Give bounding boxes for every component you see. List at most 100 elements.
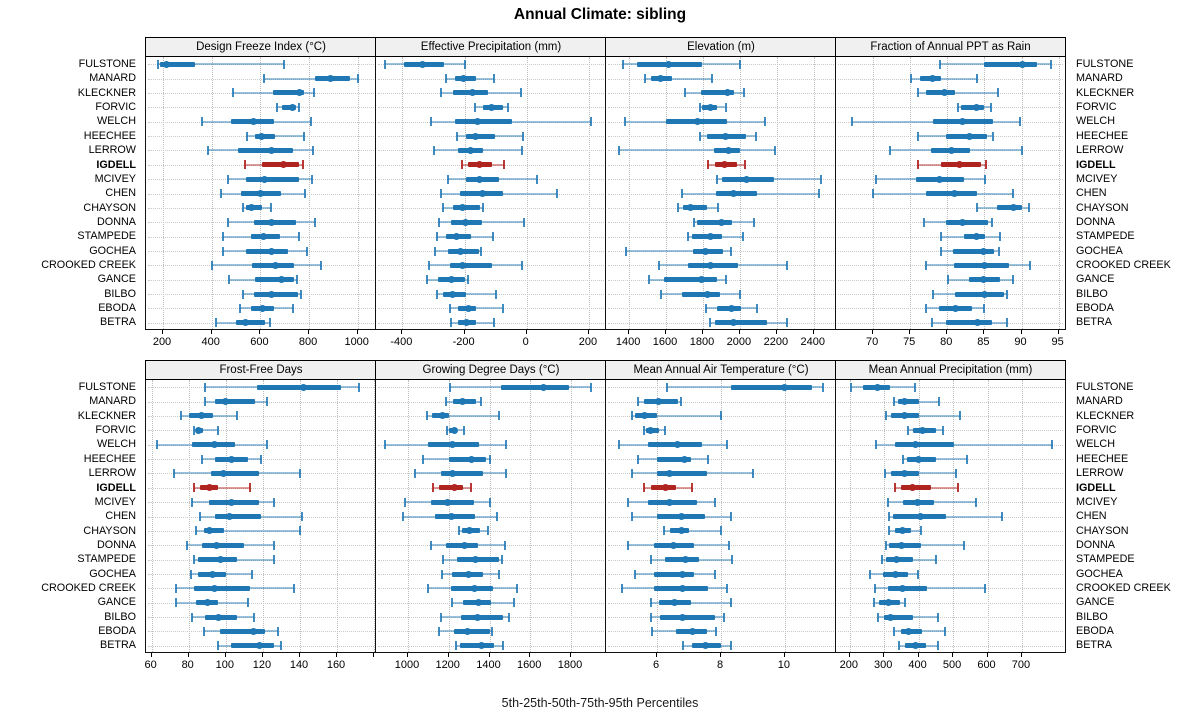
median-dot [980,261,988,269]
percentile-5-95-whisker [196,529,300,532]
whisker-cap [715,626,718,636]
median-dot [874,383,882,391]
whisker-cap [974,497,977,507]
whisker-cap [903,598,906,608]
gridline-vertical [357,57,359,329]
whisker-cap [200,117,203,127]
median-dot [781,383,789,391]
station-label: GOCHEA [1076,244,1123,257]
median-dot [1009,204,1017,212]
whisker-cap [624,117,627,127]
median-dot [247,204,255,212]
row-guide [608,631,834,633]
whisker-cap [731,555,734,565]
whisker-cap [884,411,887,421]
whisker-cap [687,232,690,242]
percentile-25-75-bar [653,571,694,577]
percentile-25-75-bar [430,499,474,505]
whisker-cap [1028,260,1031,270]
median-dot [661,484,669,492]
whisker-cap [222,232,225,242]
whisker-cap [817,189,820,198]
whisker-cap [282,59,285,69]
row-guide [838,617,1063,619]
whisker-cap [917,88,920,98]
row-guide [608,574,834,575]
whisker-cap [872,598,875,608]
row-guide [608,502,834,504]
whisker-cap [664,425,667,435]
strip-fraction-ppt-rain: Fraction of Annual PPT as Rain [835,37,1066,57]
whisker-cap [434,246,437,256]
median-dot [214,613,222,621]
median-dot [476,175,484,183]
whisker-cap [944,626,947,636]
strip-title-elevation: Elevation (m) [687,41,755,53]
gridline-vertical [530,380,532,652]
whisker-cap [589,117,592,127]
station-label: CHAYSON [83,524,136,537]
axis-tick-label: 1400 [476,659,501,671]
whisker-cap [214,318,217,328]
whisker-cap [448,303,451,313]
whisker-cap [930,318,933,328]
whisker-cap [630,512,633,521]
axis-tick [570,653,571,657]
row-guide [148,516,374,518]
station-label: BILBO [1076,610,1108,623]
whisker-cap [455,641,458,651]
panel-design-freeze-index [145,57,376,330]
row-guide [378,294,604,296]
whisker-cap [889,145,892,155]
axis-tick [162,330,163,334]
whisker-cap [479,246,482,256]
whisker-cap [1001,512,1004,521]
median-dot [449,441,457,449]
median-dot [674,441,682,449]
median-dot [693,118,701,126]
whisker-cap [222,246,225,256]
axis-tick-label: 2400 [800,336,826,348]
station-label: DONNA [97,538,136,551]
strip-title-growing-degree-days: Growing Degree Days (°C) [422,364,560,376]
station-label: EBODA [1076,302,1114,315]
median-dot [475,599,482,607]
row-guide [148,545,374,547]
whisker-cap [191,497,194,507]
row-guide [378,473,604,475]
whisker-cap [936,641,939,651]
median-dot [211,584,219,592]
row-guide [378,64,604,66]
row-guide [608,64,834,66]
whisker-cap [724,102,727,112]
median-dot [929,75,936,83]
whisker-cap [728,540,730,550]
percentile-25-75-bar [235,320,266,326]
percentile-25-75-bar [697,219,733,225]
row-guide [148,602,374,604]
station-label: CROOKED CREEK [41,259,136,272]
station-label: KLECKNER [1076,409,1135,422]
whisker-cap [198,512,201,521]
median-dot [468,455,476,463]
median-dot [655,398,663,406]
gridline-vertical [300,380,301,652]
station-label: MCIVEY [94,172,136,185]
row-guide [608,645,834,647]
percentile-5-95-whisker [910,77,977,80]
whisker-cap [892,626,895,636]
median-dot [958,118,966,126]
whisker-cap [680,397,683,407]
median-dot [935,175,943,183]
whisker-cap [425,411,428,421]
row-guide [608,207,834,209]
whisker-cap [976,203,978,213]
whisker-cap [422,454,425,464]
median-dot [467,146,475,154]
percentile-25-75-bar [246,248,288,254]
whisker-cap [743,88,745,98]
whisker-cap [916,131,919,141]
whisker-cap [909,74,912,84]
whisker-cap [726,440,729,450]
whisker-cap [939,232,942,242]
